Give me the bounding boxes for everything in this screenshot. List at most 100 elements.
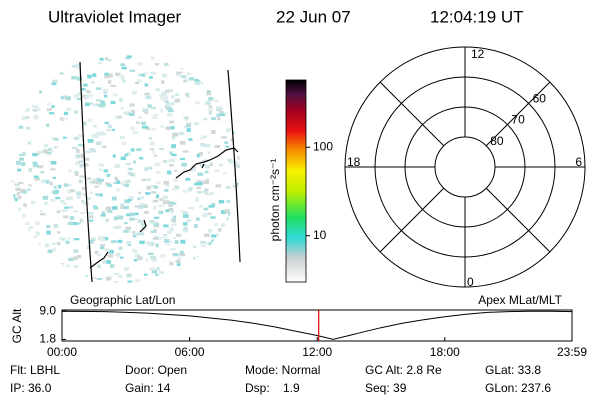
image-pixel bbox=[150, 256, 157, 260]
image-pixel bbox=[145, 258, 149, 262]
image-pixel bbox=[91, 180, 98, 184]
image-pixel bbox=[213, 71, 219, 75]
image-pixel bbox=[150, 230, 157, 233]
image-pixel bbox=[31, 200, 36, 204]
image-pixel bbox=[60, 96, 65, 100]
image-pixel bbox=[99, 131, 104, 136]
image-pixel bbox=[97, 264, 101, 269]
image-pixel bbox=[99, 238, 106, 242]
image-pixel bbox=[73, 265, 78, 268]
image-pixel bbox=[185, 125, 191, 128]
image-pixel bbox=[111, 206, 118, 210]
image-pixel bbox=[165, 243, 171, 246]
image-pixel bbox=[221, 103, 226, 107]
image-pixel bbox=[53, 146, 58, 149]
image-pixel bbox=[84, 95, 89, 99]
image-pixel bbox=[196, 186, 202, 190]
image-pixel bbox=[83, 201, 90, 206]
image-pixel bbox=[167, 170, 172, 175]
image-pixel bbox=[169, 261, 173, 264]
image-pixel bbox=[112, 154, 116, 158]
image-pixel bbox=[169, 164, 174, 167]
image-pixel bbox=[127, 151, 131, 156]
image-pixel bbox=[211, 117, 217, 121]
image-pixel bbox=[60, 199, 65, 203]
image-pixel bbox=[125, 57, 131, 60]
image-pixel bbox=[50, 199, 55, 202]
image-pixel bbox=[16, 73, 21, 76]
image-pixel bbox=[165, 89, 170, 93]
image-pixel bbox=[100, 102, 106, 106]
image-pixel bbox=[75, 57, 81, 61]
image-pixel bbox=[198, 155, 202, 158]
image-pixel bbox=[177, 281, 182, 283]
image-pixel bbox=[33, 116, 39, 120]
image-pixel bbox=[75, 280, 80, 283]
image-pixel bbox=[75, 161, 80, 166]
image-pixel bbox=[226, 200, 230, 203]
image-pixel bbox=[50, 168, 56, 171]
image-pixel bbox=[183, 116, 189, 119]
image-pixel bbox=[97, 283, 102, 286]
image-pixel bbox=[48, 148, 52, 152]
image-pixel bbox=[118, 275, 123, 278]
image-pixel bbox=[114, 226, 120, 229]
image-pixel bbox=[141, 178, 147, 181]
image-pixel bbox=[112, 93, 118, 97]
image-pixel bbox=[230, 103, 237, 108]
image-pixel bbox=[205, 143, 211, 148]
image-pixel bbox=[40, 213, 46, 216]
panel-title-right: Apex MLat/MLT bbox=[478, 293, 562, 307]
image-pixel bbox=[23, 76, 28, 80]
image-pixel bbox=[165, 101, 169, 104]
image-pixel bbox=[180, 210, 186, 213]
image-pixel bbox=[16, 192, 21, 195]
image-pixel bbox=[145, 95, 152, 100]
image-pixel bbox=[199, 152, 203, 156]
image-pixel bbox=[32, 105, 39, 109]
image-pixel bbox=[115, 115, 119, 120]
image-pixel bbox=[152, 199, 159, 203]
image-pixel bbox=[160, 125, 165, 128]
image-pixel bbox=[14, 224, 18, 228]
image-pixel bbox=[165, 126, 171, 131]
image-pixel bbox=[225, 145, 229, 148]
image-pixel bbox=[73, 210, 78, 213]
image-pixel bbox=[222, 258, 228, 263]
image-pixel bbox=[195, 197, 199, 201]
image-pixel bbox=[19, 72, 23, 76]
image-pixel bbox=[75, 154, 80, 159]
image-pixel bbox=[39, 74, 45, 78]
image-pixel bbox=[190, 168, 197, 172]
image-pixel bbox=[63, 111, 69, 116]
image-pixel bbox=[220, 65, 225, 69]
image-pixel bbox=[126, 55, 132, 58]
image-pixel bbox=[201, 144, 205, 147]
image-pixel bbox=[163, 224, 169, 228]
image-pixel bbox=[150, 185, 156, 188]
image-pixel bbox=[136, 79, 143, 83]
image-pixel bbox=[85, 197, 92, 200]
image-pixel bbox=[225, 186, 231, 189]
coastlines bbox=[79, 61, 241, 283]
image-pixel bbox=[46, 281, 51, 283]
image-pixel bbox=[158, 210, 164, 215]
image-pixel bbox=[219, 113, 226, 116]
image-pixel bbox=[127, 199, 132, 202]
image-pixel bbox=[196, 180, 203, 185]
image-pixel bbox=[18, 125, 24, 129]
image-pixel bbox=[97, 61, 103, 65]
image-pixel bbox=[127, 171, 133, 175]
image-pixel bbox=[90, 281, 96, 283]
image-pixel bbox=[103, 169, 109, 173]
image-pixel bbox=[68, 196, 74, 201]
image-pixel bbox=[35, 83, 40, 87]
image-pixel bbox=[142, 108, 149, 112]
image-pixel bbox=[77, 255, 82, 259]
image-pixel bbox=[63, 136, 67, 139]
image-pixel bbox=[83, 163, 89, 167]
image-pixel bbox=[103, 94, 108, 98]
image-pixel bbox=[124, 205, 129, 210]
image-pixel bbox=[216, 272, 221, 277]
image-pixel bbox=[153, 205, 157, 210]
